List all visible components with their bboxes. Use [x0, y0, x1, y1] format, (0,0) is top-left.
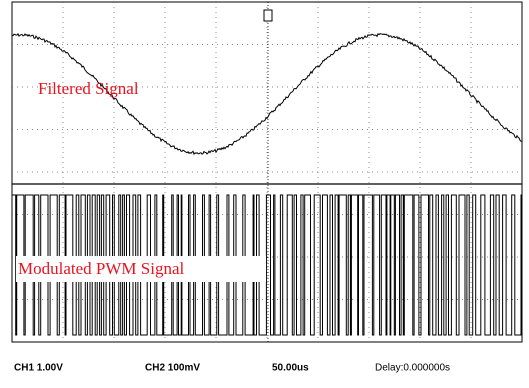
- timebase: 50.00us: [272, 363, 309, 374]
- delay: Delay:0.000000s: [375, 363, 450, 374]
- trace-label: Filtered Signal: [38, 79, 139, 98]
- channel-scale: CH2 100mV: [145, 363, 200, 374]
- trace-label: Modulated PWM Signal: [18, 259, 184, 278]
- channel-scale: CH1 1.00V: [14, 363, 63, 374]
- oscilloscope-screen: Filtered Signal Modulated PWM Signal CH1…: [0, 0, 529, 383]
- trigger-marker: [264, 10, 272, 21]
